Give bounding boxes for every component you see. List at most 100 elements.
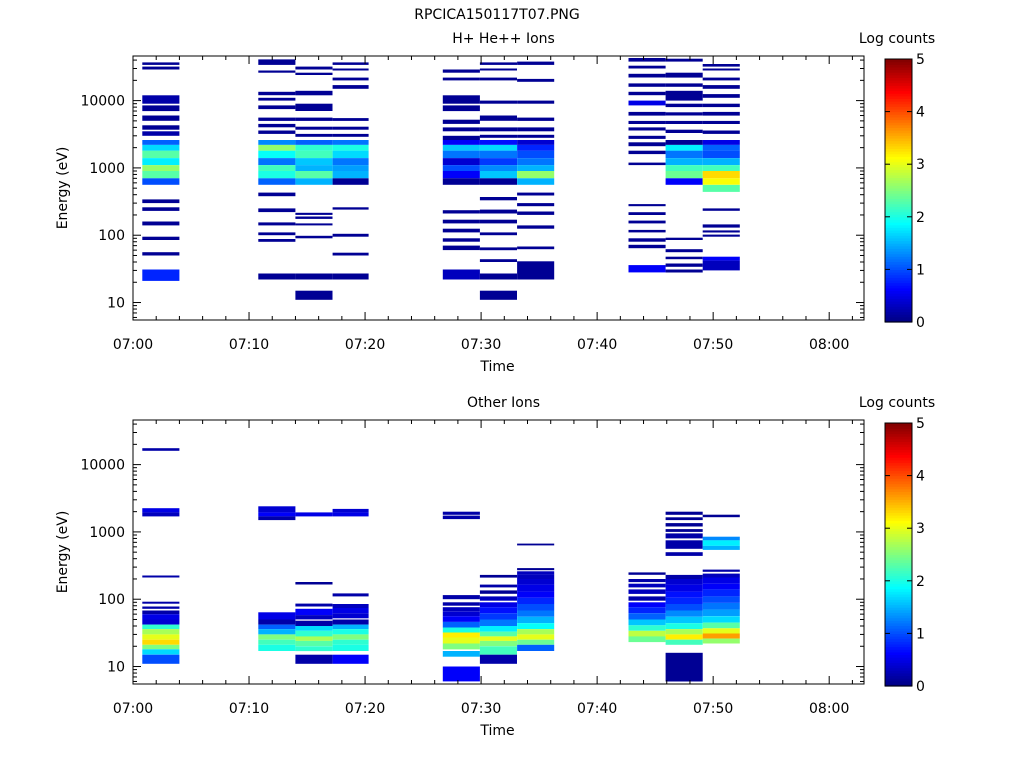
colorbar-segment: [885, 248, 912, 252]
heatmap-cell: [258, 612, 296, 620]
heatmap-cell: [295, 216, 333, 219]
colorbar-segment: [885, 501, 912, 506]
heatmap-cell: [628, 244, 666, 249]
heatmap-cell: [295, 640, 333, 647]
heatmap-cell: [479, 62, 517, 65]
heatmap-cell: [517, 261, 555, 280]
colorbar-segment: [885, 224, 912, 228]
heatmap-cell: [702, 616, 740, 623]
heatmap-cell: [142, 95, 180, 104]
heatmap-cell: [702, 184, 740, 192]
heatmap-cell: [479, 68, 517, 71]
heatmap-cell: [258, 158, 296, 166]
colorbar-segment: [885, 528, 912, 532]
colorbar-segment: [885, 551, 912, 556]
x-tick-label: 08:00: [809, 337, 849, 353]
heatmap-cell: [702, 208, 740, 211]
heatmap-cell: [442, 77, 480, 81]
heatmap-cell: [295, 654, 333, 664]
heatmap-cell: [628, 630, 666, 637]
heatmap-cell: [702, 256, 740, 261]
heatmap-cell: [258, 91, 296, 96]
heatmap-cell: [295, 150, 333, 158]
heatmap-cell: [442, 119, 480, 124]
colorbar-segment: [885, 486, 912, 490]
heatmap-cell: [628, 636, 666, 643]
heatmap-cell: [442, 238, 480, 242]
x-axis-label: Time: [479, 723, 514, 739]
colorbar-segment: [885, 465, 912, 469]
heatmap-cell: [442, 219, 480, 224]
colorbar-segment: [885, 667, 912, 671]
heatmap-cell: [258, 273, 296, 280]
colorbar-segment: [885, 572, 912, 577]
heatmap-cell: [479, 209, 517, 214]
colorbar-segment: [885, 143, 912, 147]
heatmap-cell: [442, 245, 480, 251]
colorbar-segment: [885, 229, 912, 234]
colorbar-segment: [885, 64, 912, 68]
heatmap-cell: [665, 263, 703, 267]
colorbar-segment: [885, 124, 912, 128]
colorbar-segment: [885, 161, 912, 165]
colorbar-tick-label: 5: [916, 52, 925, 68]
heatmap-cell: [628, 135, 666, 139]
heatmap-cell: [332, 150, 369, 158]
colorbar-segment: [885, 636, 912, 640]
heatmap-cell: [142, 654, 180, 664]
heatmap-cell: [665, 249, 703, 253]
heatmap-cell: [702, 77, 740, 81]
y-tick-label: 10000: [80, 94, 125, 110]
colorbar-segment: [885, 565, 912, 569]
colorbar-segment: [885, 562, 912, 566]
heatmap-cell: [442, 611, 480, 617]
colorbar-segment: [885, 132, 912, 136]
colorbar-segment: [885, 557, 912, 561]
heatmap-cell: [142, 624, 180, 630]
heatmap-cell: [258, 512, 296, 517]
heatmap-cell: [332, 604, 369, 609]
heatmap-cell: [665, 574, 703, 579]
colorbar-segment: [885, 61, 912, 65]
colorbar-segment: [885, 80, 912, 84]
heatmap-cell: [665, 58, 703, 62]
colorbar-segment: [885, 319, 912, 323]
heatmap-cells: [142, 448, 740, 682]
heatmap-cell: [665, 552, 703, 556]
heatmap-cell: [142, 269, 180, 281]
heatmap-cell: [479, 178, 517, 185]
colorbar-segment: [885, 164, 912, 168]
heatmap-cell: [142, 125, 180, 130]
colorbar-segment: [885, 491, 912, 495]
colorbar-segment: [885, 499, 912, 503]
colorbar-segment: [885, 266, 912, 270]
heatmap-cell: [442, 651, 480, 657]
colorbar-segment: [885, 298, 912, 302]
heatmap-cell: [258, 506, 296, 513]
colorbar-segment: [885, 454, 912, 458]
heatmap-cell: [665, 178, 703, 185]
heatmap-cell: [442, 607, 480, 612]
colorbar-segment: [885, 303, 912, 307]
heatmap-cell: [479, 646, 517, 655]
heatmap-cell: [702, 536, 740, 541]
colorbar-segment: [885, 509, 912, 514]
colorbar-segment: [885, 87, 912, 92]
colorbar-segment: [885, 580, 912, 585]
colorbar-segment: [885, 277, 912, 281]
heatmap-cell: [517, 211, 555, 215]
colorbar-segment: [885, 449, 912, 453]
colorbar-segment: [885, 240, 912, 244]
heatmap-cell: [628, 100, 666, 106]
y-tick-label: 100: [98, 592, 125, 608]
heatmap-cell: [258, 171, 296, 179]
colorbar-segment: [885, 85, 912, 89]
colorbar-segment: [885, 300, 912, 305]
heatmap-cell: [665, 171, 703, 179]
colorbar-segment: [885, 672, 912, 677]
heatmap-cell: [517, 134, 555, 138]
heatmap-cell: [702, 144, 740, 151]
heatmap-cell: [702, 603, 740, 610]
heatmap-cell: [479, 219, 517, 224]
colorbar-segment: [885, 101, 912, 105]
